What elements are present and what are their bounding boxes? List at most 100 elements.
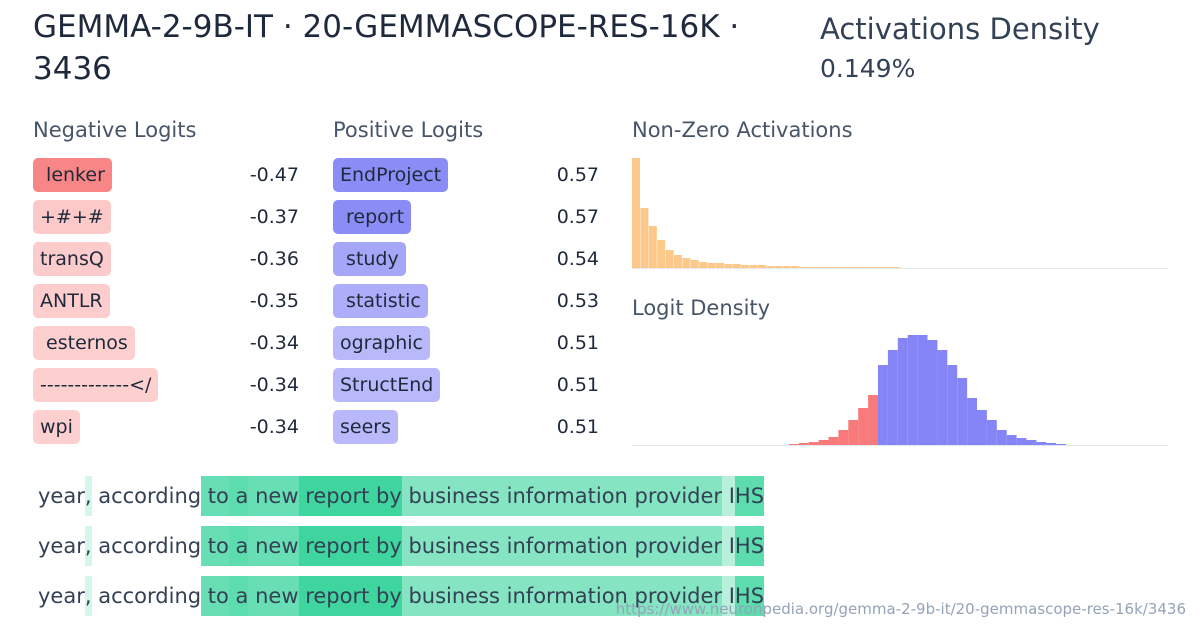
- activation-bar: [825, 267, 834, 268]
- activations-heading: Non-Zero Activations: [632, 118, 853, 142]
- logit-value: -0.37: [249, 206, 299, 228]
- example-token: to: [201, 526, 229, 566]
- logit-token: esternos: [33, 326, 135, 360]
- example-token: I: [722, 576, 735, 616]
- activation-bar: [749, 265, 758, 268]
- logit-token: seers: [333, 410, 398, 444]
- logit-density-heading: Logit Density: [632, 296, 771, 320]
- logit-value: -0.35: [249, 290, 299, 312]
- logit-token: report: [333, 200, 412, 234]
- example-token: a: [228, 526, 249, 566]
- positive-density-bar: [977, 410, 987, 445]
- positive-density-bar: [1026, 440, 1037, 445]
- example-token: a: [228, 576, 249, 616]
- positive-density-bar: [947, 365, 958, 445]
- example-token: report: [298, 476, 370, 516]
- activation-bar: [892, 267, 901, 268]
- example-token: HS: [734, 576, 765, 616]
- activation-bar: [875, 267, 884, 268]
- activation-bar: [732, 264, 741, 268]
- positive-density-bar: [1036, 442, 1047, 445]
- logit-value: -0.34: [249, 416, 299, 438]
- example-row: year, according to a new report by busin…: [38, 576, 765, 616]
- activation-bar: [707, 263, 716, 268]
- example-token: report: [298, 526, 370, 566]
- activation-bar: [648, 226, 657, 268]
- negative-density-bar: [838, 430, 849, 445]
- activation-bar: [657, 240, 666, 268]
- logit-value: 0.51: [556, 374, 599, 396]
- positive-density-bar: [1056, 444, 1067, 445]
- activation-bar: [766, 266, 775, 268]
- negative-density-bar: [818, 440, 829, 445]
- activation-bar: [632, 158, 640, 268]
- logit-value: -0.34: [249, 332, 299, 354]
- density-label: Activations Density: [820, 12, 1100, 46]
- example-row: year, according to a new report by busin…: [38, 476, 765, 516]
- density-value: 0.149%: [820, 54, 916, 83]
- logit-token: -------------</: [33, 368, 159, 402]
- activation-bar: [758, 265, 766, 268]
- example-token: year: [38, 484, 85, 508]
- negative-density-bar: [868, 395, 878, 445]
- activation-bar: [716, 263, 724, 268]
- activation-bar: [858, 267, 867, 268]
- activation-bar: [884, 267, 892, 268]
- example-token: new: [248, 526, 299, 566]
- positive-density-bar: [927, 340, 938, 445]
- logit-value: 0.57: [556, 206, 599, 228]
- example-token: by: [369, 526, 402, 566]
- example-token: to: [201, 576, 229, 616]
- example-token: according: [91, 584, 202, 608]
- example-row: year, according to a new report by busin…: [38, 526, 765, 566]
- positive-density-bar: [907, 335, 918, 445]
- logit-value: -0.34: [249, 374, 299, 396]
- negative-density-bar: [858, 408, 869, 445]
- example-token: HS: [734, 476, 765, 516]
- activation-bar: [690, 260, 699, 268]
- positive-density-bar: [957, 378, 968, 445]
- logit-value: 0.54: [556, 248, 599, 270]
- example-token: provider: [627, 576, 723, 616]
- example-token: ,: [84, 576, 92, 616]
- feature-title: GEMMA-2-9B-IT · 20-GEMMASCOPE-RES-16K · …: [33, 9, 740, 87]
- negative-density-bar: [798, 443, 809, 445]
- activation-bar: [741, 265, 750, 268]
- logit-token: wpi: [33, 410, 80, 444]
- positive-density-bar: [1006, 435, 1017, 445]
- activation-bar: [842, 267, 850, 268]
- positive-density-bar: [878, 365, 888, 445]
- example-token: by: [369, 576, 402, 616]
- example-token: information: [499, 476, 628, 516]
- activation-bar: [867, 267, 876, 268]
- example-token: to: [201, 476, 229, 516]
- example-token: information: [499, 526, 628, 566]
- example-token: ,: [84, 476, 92, 516]
- positive-density-bar: [1046, 443, 1057, 445]
- logit-value: 0.57: [556, 164, 599, 186]
- activation-bar: [800, 267, 808, 268]
- logit-token: StructEnd: [333, 368, 441, 402]
- positive-heading: Positive Logits: [333, 118, 484, 142]
- example-token: new: [248, 576, 299, 616]
- url: https://www.neuronpedia.org/gemma-2-9b-i…: [615, 600, 1186, 618]
- activation-bar: [699, 262, 708, 268]
- example-token: I: [722, 526, 735, 566]
- example-token: report: [298, 576, 370, 616]
- example-token: provider: [627, 476, 723, 516]
- activation-bar: [816, 267, 825, 268]
- example-token: I: [722, 476, 735, 516]
- logit-token: ANTLR: [33, 284, 110, 318]
- negative-density-bar: [788, 444, 799, 445]
- example-token: according: [91, 484, 202, 508]
- example-token: business: [401, 576, 500, 616]
- positive-density-bar: [967, 398, 977, 445]
- positive-density-bar: [937, 350, 948, 445]
- logit-token: EndProject: [333, 158, 449, 192]
- negative-heading: Negative Logits: [33, 118, 197, 142]
- logit-token: ographic: [333, 326, 430, 360]
- example-token: provider: [627, 526, 723, 566]
- example-token: information: [499, 576, 628, 616]
